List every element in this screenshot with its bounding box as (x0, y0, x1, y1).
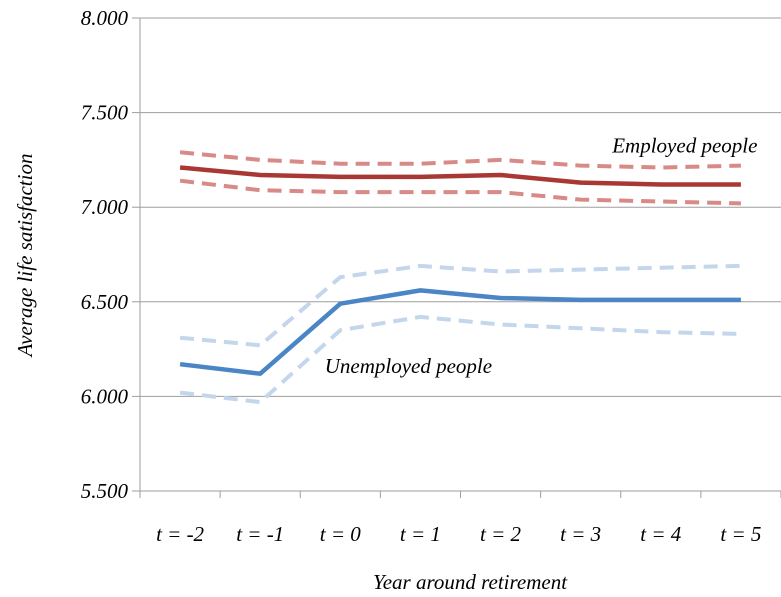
annotations: Employed people Unemployed people (325, 134, 758, 378)
x-tick-label: t = 3 (560, 522, 601, 546)
y-tick-label: 7.500 (81, 101, 129, 125)
y-axis-title: Average life satisfaction (13, 154, 37, 359)
series-line-unemp-mean (179, 288, 741, 376)
series-line-emp-mean (179, 165, 741, 187)
series-line-unemp-upper (179, 263, 741, 348)
x-tick-label: t = 5 (720, 522, 761, 546)
y-tick-label: 7.000 (81, 195, 129, 219)
y-tick-label: 6.000 (81, 384, 129, 408)
x-tick-label: t = 1 (400, 522, 441, 546)
gridlines (140, 17, 781, 397)
axes (132, 17, 781, 498)
annotation-label: Employed people (611, 134, 757, 158)
series-line-emp-upper (179, 150, 741, 170)
series-line-emp-lower (179, 178, 741, 206)
series-line-unemp-lower (179, 314, 741, 405)
x-tick-label: t = 0 (320, 522, 362, 546)
y-tick-label: 6.500 (81, 290, 129, 314)
tick-labels: 5.500 6.000 6.500 7.000 7.500 8.000 t = -2 t = … (81, 6, 762, 546)
x-tick-label: t = -1 (236, 522, 284, 546)
y-tick-label: 5.500 (81, 479, 129, 503)
y-tick-label: 8.000 (81, 6, 129, 30)
x-tick-label: t = -2 (156, 522, 204, 546)
annotation-label: Unemployed people (325, 354, 492, 378)
x-axis-title: Year around retirement (373, 570, 568, 594)
x-tick-label: t = 2 (480, 522, 522, 546)
series-lines (179, 150, 741, 405)
x-tick-label: t = 4 (640, 522, 682, 546)
